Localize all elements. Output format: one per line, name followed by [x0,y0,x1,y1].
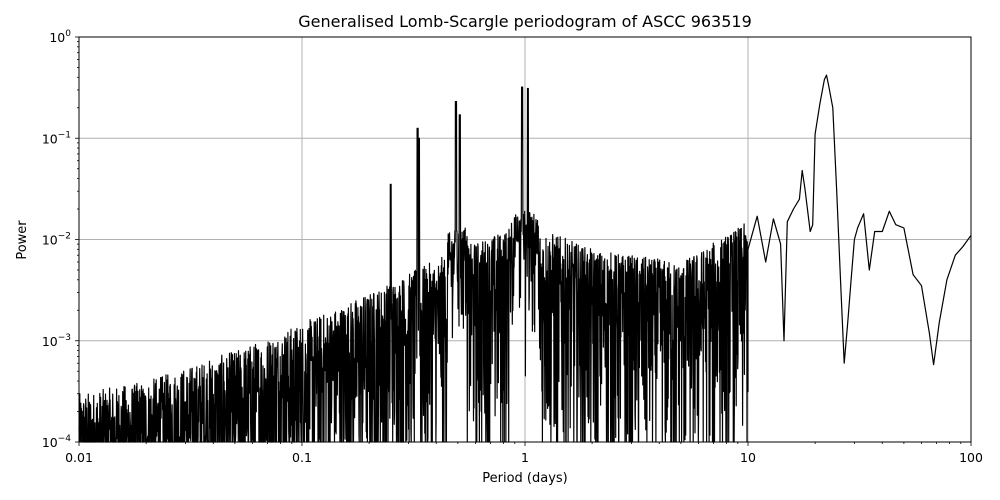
y-tick-label: 10−4 [42,434,71,450]
x-tick-label: 1 [521,450,529,465]
x-tick-labels: 0.01 0.1 1 10 100 [65,450,983,465]
chart-title: Generalised Lomb-Scargle periodogram of … [298,12,752,31]
y-tick-label: 10−3 [42,333,71,349]
x-axis-label: Period (days) [482,471,568,486]
x-tick-label: 0.01 [65,450,93,465]
axis-ticks [75,36,972,446]
y-tick-labels: 100 10−1 10−2 10−3 10−4 [42,29,71,450]
y-tick-label: 10−1 [42,130,71,146]
x-tick-label: 100 [959,450,983,465]
x-tick-label: 0.1 [292,450,312,465]
y-axis-label: Power [15,220,30,260]
y-tick-label: 10−2 [42,232,71,248]
y-tick-label: 100 [49,29,71,45]
x-tick-label: 10 [740,450,756,465]
power-trace [78,74,972,443]
